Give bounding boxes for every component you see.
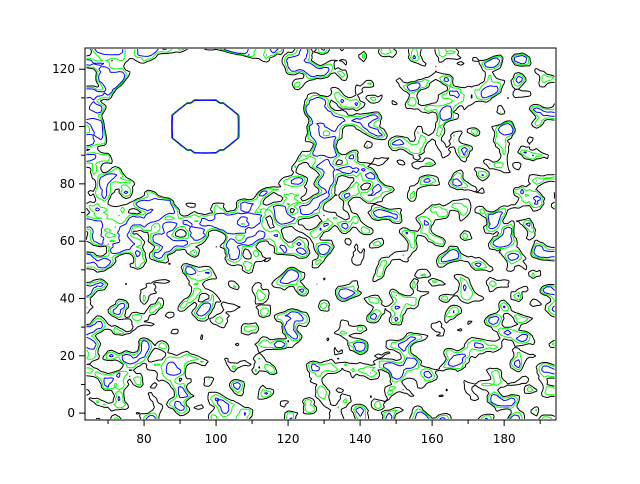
contour-level-0 [85, 48, 555, 420]
x-tick-label: 100 [205, 432, 228, 446]
y-tick-label: 100 [52, 120, 75, 134]
y-tick-label: 40 [60, 291, 75, 305]
y-tick-label: 20 [60, 349, 75, 363]
x-tick-label: 120 [277, 432, 300, 446]
plot-frame [84, 47, 557, 421]
contour-level-2 [86, 48, 555, 420]
y-tick-label: 120 [52, 62, 75, 76]
x-tick-label: 80 [136, 432, 151, 446]
axes: 80 100 120 140 160 180 0 20 40 60 80 100 120 [52, 62, 541, 446]
y-tick-label: 60 [60, 234, 75, 248]
x-tick-label: 180 [493, 432, 516, 446]
y-tick-label: 80 [60, 177, 75, 191]
x-tick-label: 160 [421, 432, 444, 446]
y-tick-label: 0 [67, 406, 75, 420]
contour-lines [85, 48, 556, 420]
x-tick-label: 140 [349, 432, 372, 446]
